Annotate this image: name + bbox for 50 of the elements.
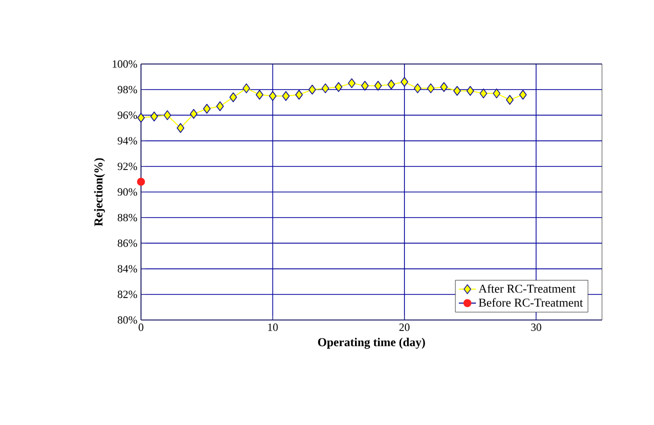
- point: [268, 91, 276, 101]
- y-tick-label: 80%: [118, 316, 138, 324]
- point: [256, 90, 264, 100]
- legend-label: Before RC-Treatment: [478, 298, 583, 307]
- point: [216, 101, 224, 112]
- legend-label: After RC-Treatment: [478, 284, 576, 293]
- x-tick-label: 10: [268, 324, 278, 331]
- point: [440, 82, 448, 92]
- point: [480, 88, 488, 98]
- point: [414, 83, 422, 94]
- point: [203, 104, 211, 114]
- y-tick-label: 90%: [118, 188, 138, 196]
- point: [282, 91, 290, 101]
- point: [387, 80, 396, 90]
- y-tick-label: 96%: [118, 111, 138, 119]
- point: [426, 83, 435, 94]
- x-tick-label: 30: [531, 324, 542, 331]
- point: [308, 84, 316, 94]
- x-tick-label: 20: [399, 324, 410, 331]
- point: [164, 110, 172, 120]
- point: [492, 88, 500, 98]
- y-tick-label: 88%: [118, 214, 138, 222]
- y-tick-label: 84%: [118, 265, 138, 273]
- point: [361, 80, 369, 91]
- x-axis-title: Operating time (day): [318, 338, 425, 349]
- y-tick-label: 94%: [118, 137, 138, 145]
- point: [322, 83, 330, 94]
- point: [150, 112, 158, 122]
- point: [137, 112, 145, 123]
- point: [137, 178, 145, 186]
- point: [519, 90, 527, 100]
- point: [453, 86, 461, 96]
- point: [400, 77, 408, 87]
- y-tick-label: 86%: [118, 239, 138, 247]
- point: [242, 83, 250, 94]
- point: [348, 78, 356, 88]
- y-tick-label: 92%: [118, 162, 138, 170]
- point: [334, 82, 342, 92]
- y-tick-label: 82%: [118, 290, 138, 298]
- y-tick-label: 100%: [112, 60, 138, 68]
- point: [190, 109, 198, 119]
- y-axis-title: Rejection(%): [94, 158, 105, 226]
- point: [374, 80, 382, 91]
- point: [466, 86, 474, 96]
- point: [506, 94, 514, 105]
- point: [295, 90, 303, 100]
- y-tick-label: 98%: [118, 86, 138, 94]
- point: [176, 123, 184, 133]
- point: [229, 92, 237, 102]
- x-tick-label: 0: [138, 324, 144, 331]
